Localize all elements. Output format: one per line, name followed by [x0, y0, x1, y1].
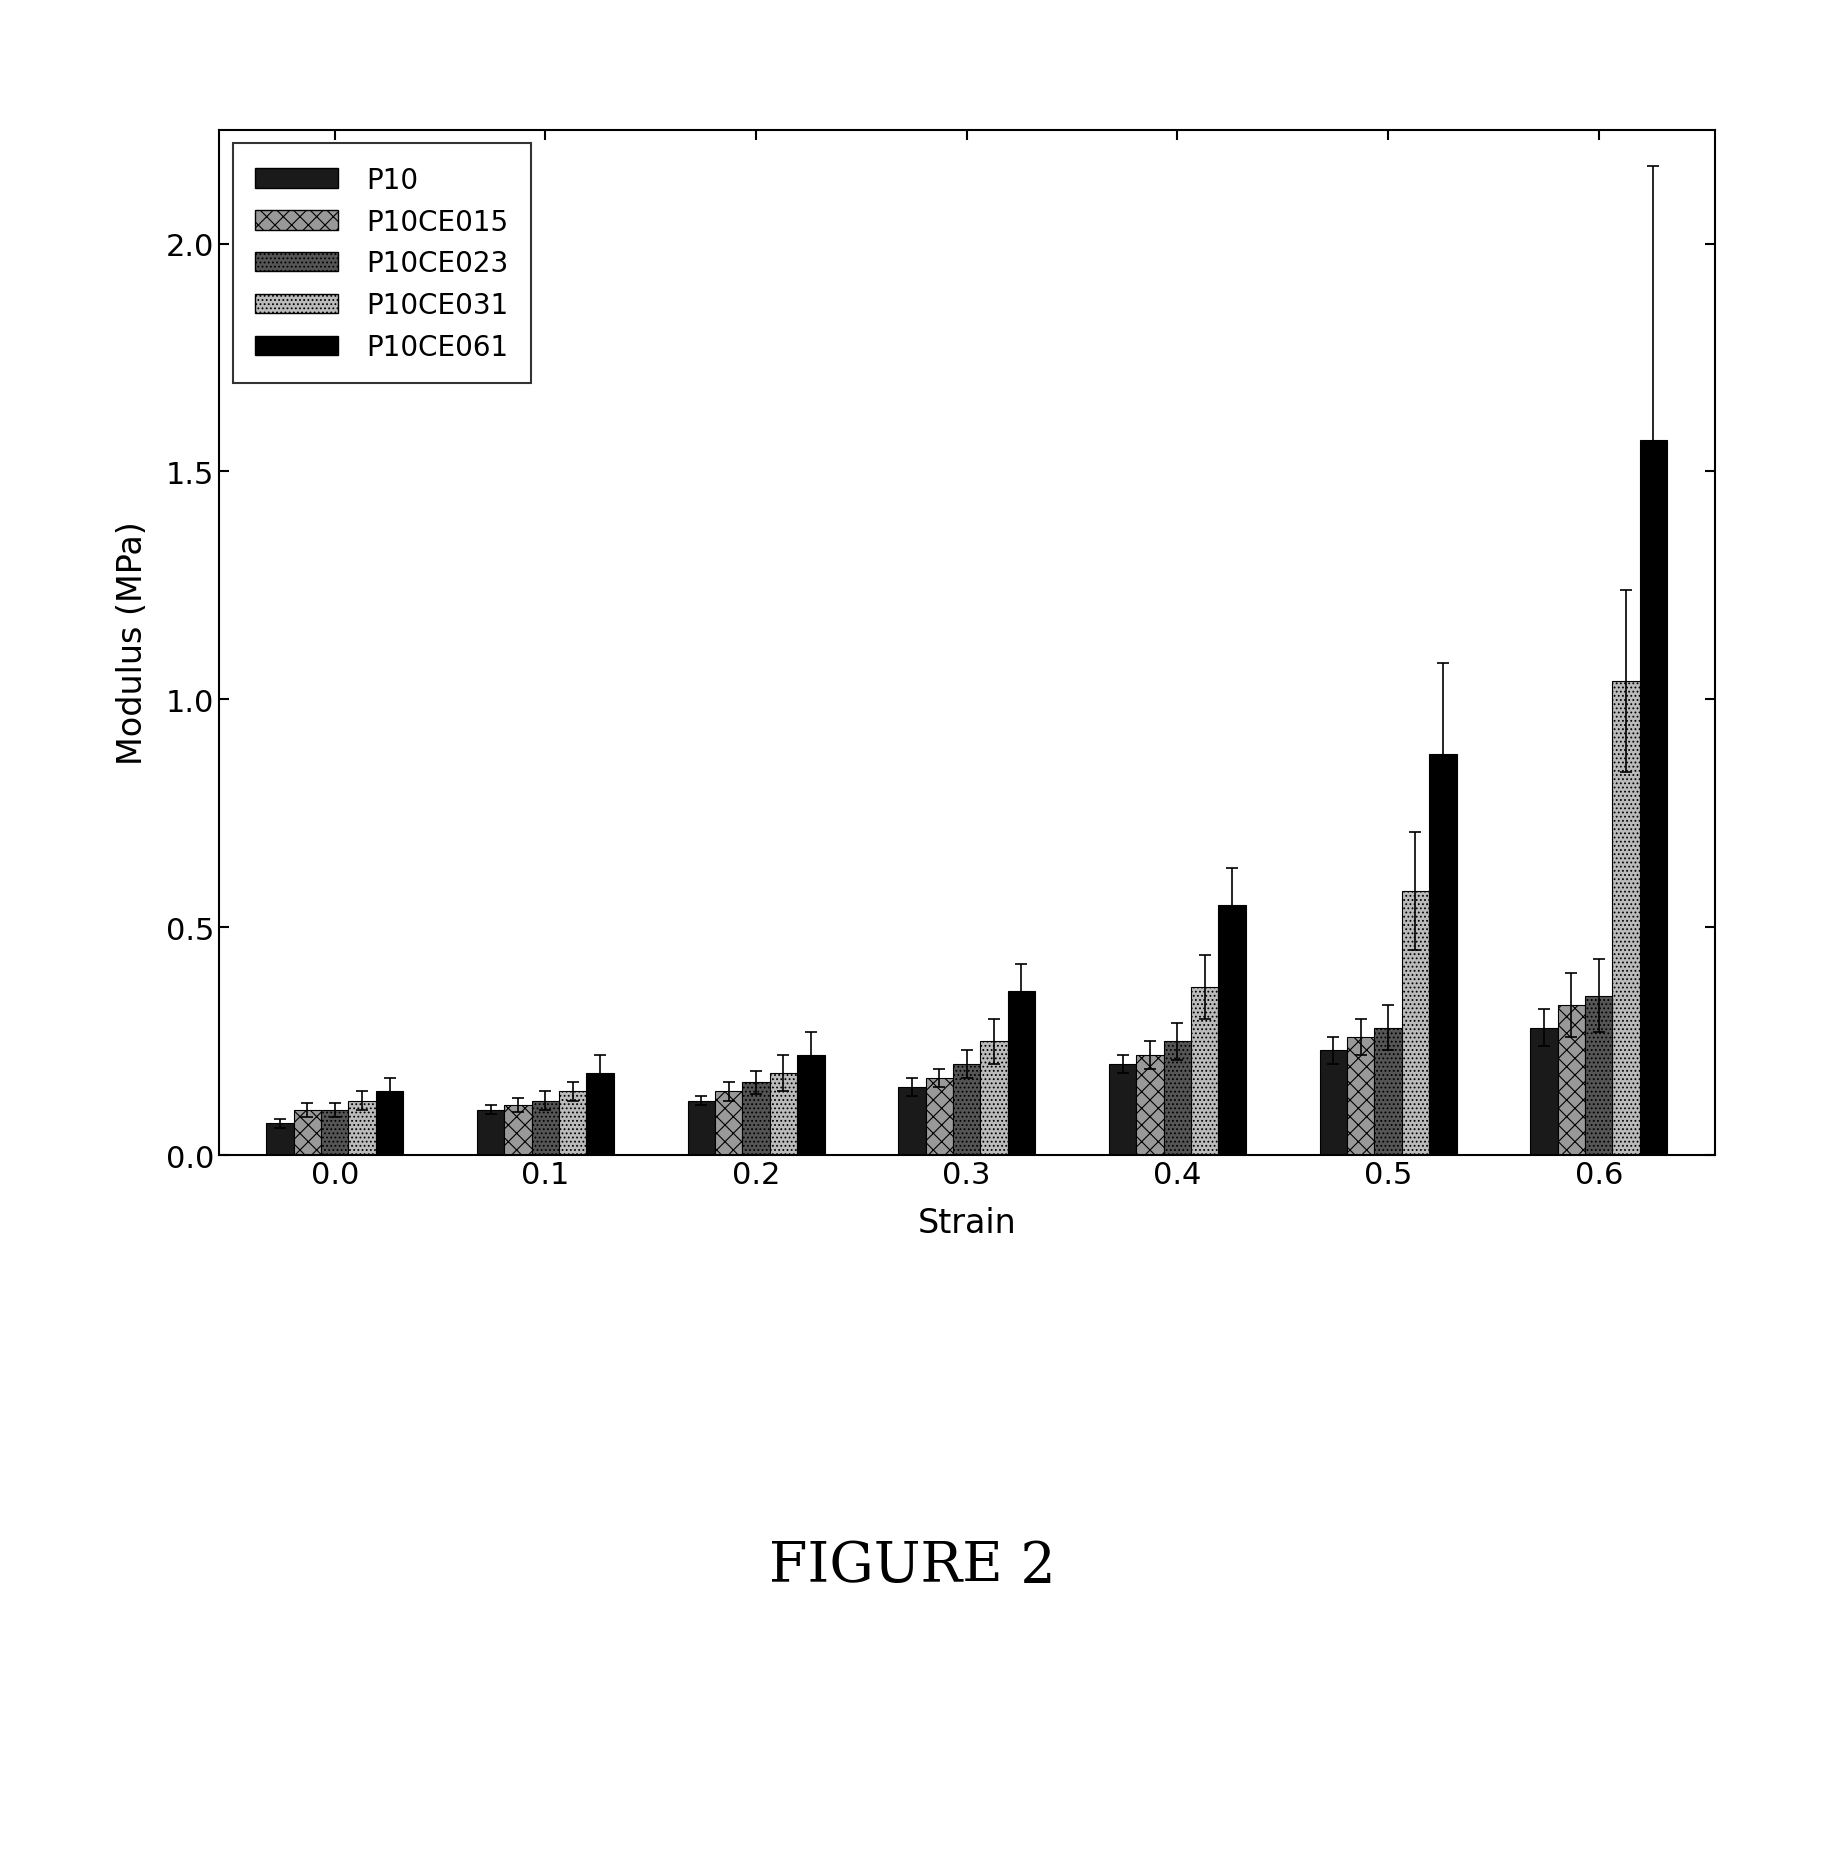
Bar	[1429, 755, 1457, 1156]
Bar	[1584, 995, 1612, 1156]
Text: FIGURE 2: FIGURE 2	[767, 1538, 1056, 1594]
Bar	[376, 1092, 403, 1156]
Bar	[503, 1105, 532, 1156]
Y-axis label: Modulus (MPa): Modulus (MPa)	[117, 522, 149, 764]
Bar	[742, 1083, 769, 1156]
Bar	[1190, 988, 1218, 1156]
Bar	[1163, 1042, 1190, 1156]
Legend: P10, P10CE015, P10CE023, P10CE031, P10CE061: P10, P10CE015, P10CE023, P10CE031, P10CE…	[233, 144, 530, 384]
Bar	[924, 1077, 952, 1156]
Bar	[1318, 1051, 1345, 1156]
Bar	[587, 1074, 614, 1156]
Bar	[321, 1111, 348, 1156]
X-axis label: Strain: Strain	[917, 1206, 1015, 1240]
Bar	[348, 1102, 376, 1156]
Bar	[952, 1064, 981, 1156]
Bar	[897, 1087, 924, 1156]
Bar	[981, 1042, 1008, 1156]
Bar	[532, 1102, 560, 1156]
Bar	[1612, 682, 1639, 1156]
Bar	[1218, 906, 1245, 1156]
Bar	[769, 1074, 797, 1156]
Bar	[1136, 1055, 1163, 1156]
Bar	[266, 1124, 294, 1156]
Bar	[715, 1092, 742, 1156]
Bar	[1008, 992, 1035, 1156]
Bar	[476, 1111, 503, 1156]
Bar	[560, 1092, 587, 1156]
Bar	[1639, 440, 1666, 1156]
Bar	[294, 1111, 321, 1156]
Bar	[1108, 1064, 1136, 1156]
Bar	[1373, 1029, 1400, 1156]
Bar	[1557, 1005, 1584, 1156]
Bar	[797, 1055, 824, 1156]
Bar	[1345, 1036, 1373, 1156]
Bar	[1529, 1029, 1557, 1156]
Bar	[1400, 891, 1429, 1156]
Bar	[687, 1102, 715, 1156]
